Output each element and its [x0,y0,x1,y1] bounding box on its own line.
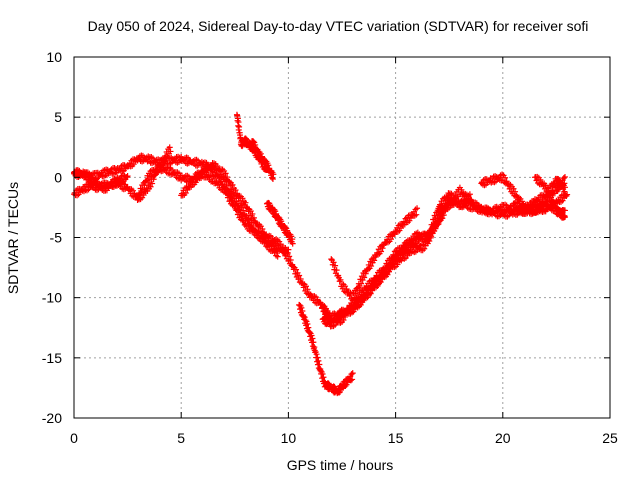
y-tick-label: -20 [42,410,62,426]
series-arc-14 [424,175,568,247]
grid-lines [74,57,610,418]
x-tick-label: 20 [495,430,511,446]
marker-path [328,205,421,304]
x-tick-label: 10 [281,430,297,446]
x-tick-label: 5 [177,430,185,446]
data-markers [71,111,571,397]
series-arc-7 [263,199,296,247]
marker-path [248,138,277,182]
series-arc-17 [510,199,568,221]
series-arc-9 [296,301,356,397]
y-tick-label: -5 [50,230,63,246]
marker-path [178,168,292,257]
marker-path [263,199,296,247]
x-axis-ticks: 0 5 10 15 20 25 [70,57,618,446]
series-arc-1 [71,152,281,260]
y-axis-ticks: -20 -15 -10 -5 0 5 10 [42,49,610,426]
x-tick-label: 15 [388,430,404,446]
x-tick-label: 25 [602,430,618,446]
marker-path [71,152,281,260]
y-tick-label: 5 [54,109,62,125]
marker-path [424,175,568,247]
y-axis-label: SDTVAR / TECUs [5,182,21,294]
series-arc-4 [135,159,335,326]
marker-path [510,199,568,221]
marker-path [296,301,356,397]
y-tick-label: 10 [46,49,62,65]
series-arc-8 [248,138,277,182]
x-axis-label: GPS time / hours [287,457,394,473]
series-arc-5 [178,168,292,257]
series-arc-12 [328,205,421,304]
marker-path [135,159,335,326]
x-tick-label: 0 [70,430,78,446]
y-tick-label: -10 [42,290,62,306]
y-tick-label: -15 [42,350,62,366]
chart-title: Day 050 of 2024, Sidereal Day-to-day VTE… [88,18,589,34]
y-tick-label: 0 [54,169,62,185]
